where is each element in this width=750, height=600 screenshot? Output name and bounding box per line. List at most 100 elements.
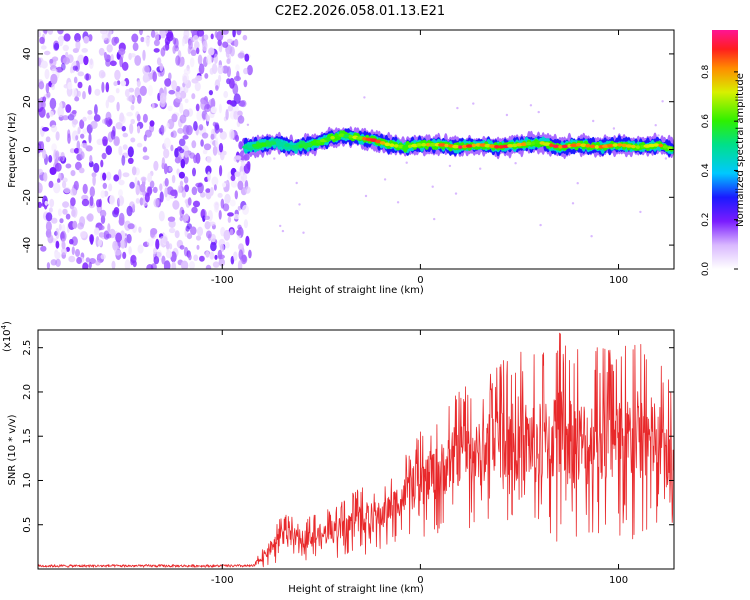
noise-cell bbox=[171, 80, 178, 91]
noise-cell bbox=[63, 33, 71, 42]
noise-cell bbox=[62, 201, 70, 208]
noise-cell bbox=[94, 88, 101, 96]
noise-cell bbox=[118, 195, 124, 206]
noise-cell bbox=[59, 101, 63, 113]
noise-cell bbox=[226, 99, 233, 105]
signal-peak bbox=[279, 142, 286, 146]
noise-cell bbox=[55, 227, 60, 240]
noise-cell bbox=[127, 157, 134, 164]
noise-cell bbox=[206, 156, 212, 163]
noise-cell bbox=[218, 74, 222, 83]
noise-cell bbox=[44, 68, 50, 80]
signal-peak bbox=[612, 143, 618, 147]
noise-cell bbox=[212, 261, 220, 268]
noise-cell bbox=[71, 209, 76, 217]
noise-cell bbox=[88, 85, 92, 95]
noise-cell bbox=[190, 226, 197, 235]
noise-cell bbox=[49, 198, 55, 208]
noise-cell bbox=[183, 176, 189, 184]
noise-cell bbox=[76, 256, 82, 265]
noise-cell bbox=[130, 137, 136, 143]
signal-peak bbox=[580, 143, 587, 147]
noise-cell bbox=[187, 197, 192, 206]
noise-cell bbox=[134, 176, 138, 188]
noise-cell bbox=[40, 60, 48, 69]
signal-peak bbox=[489, 144, 495, 148]
x-tick-label: 0 bbox=[417, 575, 423, 586]
noise-cell bbox=[454, 192, 458, 195]
noise-cell bbox=[281, 229, 285, 233]
noise-cell bbox=[57, 30, 64, 35]
noise-cell bbox=[243, 67, 249, 75]
noise-cell bbox=[153, 247, 158, 255]
noise-cell bbox=[196, 47, 200, 55]
snr-series-line bbox=[38, 332, 674, 568]
noise-cell bbox=[115, 122, 123, 130]
noise-cell bbox=[72, 65, 79, 71]
noise-cell bbox=[191, 206, 198, 214]
noise-cell bbox=[226, 58, 231, 65]
noise-cell bbox=[192, 35, 199, 43]
noise-cell bbox=[612, 127, 616, 130]
noise-cell bbox=[208, 90, 213, 96]
noise-cell bbox=[174, 156, 181, 164]
noise-cell bbox=[205, 251, 210, 258]
noise-cell bbox=[128, 87, 135, 93]
noise-cell bbox=[193, 254, 199, 262]
noise-cell bbox=[156, 57, 162, 66]
noise-cell bbox=[196, 30, 205, 37]
noise-cell bbox=[55, 258, 61, 267]
noise-cell bbox=[47, 234, 54, 244]
snr-panel: -100 0 100 0.5 1.0 1.5 2.0 2.5 (x104) Height o… bbox=[0, 321, 675, 595]
noise-cell bbox=[179, 90, 187, 99]
noise-cell bbox=[88, 58, 94, 69]
signal-peak bbox=[330, 135, 335, 140]
noise-cell bbox=[227, 212, 234, 217]
noise-cell bbox=[196, 110, 203, 121]
noise-cell bbox=[139, 85, 147, 96]
noise-cell bbox=[298, 203, 301, 206]
noise-cell bbox=[89, 234, 95, 244]
noise-cell bbox=[657, 134, 660, 137]
signal-peak bbox=[269, 141, 277, 145]
noise-cell bbox=[78, 147, 83, 156]
signal-peak bbox=[494, 145, 500, 149]
noise-cell bbox=[152, 71, 157, 82]
noise-cell bbox=[77, 71, 85, 77]
noise-cell bbox=[182, 109, 190, 118]
noise-cell bbox=[195, 103, 200, 112]
noise-cell bbox=[192, 167, 196, 177]
noise-cell bbox=[175, 85, 181, 92]
colorbar-tick-label: 0.8 bbox=[701, 64, 711, 79]
noise-cell bbox=[240, 161, 246, 167]
signal-peak bbox=[444, 143, 449, 148]
noise-cell bbox=[127, 223, 135, 230]
noise-cell bbox=[82, 183, 88, 194]
noise-cell bbox=[177, 127, 184, 134]
noise-cell bbox=[61, 241, 66, 250]
noise-cell bbox=[153, 160, 159, 171]
noise-cell bbox=[191, 186, 198, 196]
noise-cell bbox=[94, 104, 98, 116]
x-tick-label: 100 bbox=[609, 275, 628, 286]
noise-cell bbox=[67, 133, 71, 144]
noise-cell bbox=[48, 180, 54, 188]
noise-cell bbox=[115, 88, 120, 94]
signal-peak bbox=[452, 144, 460, 149]
noise-cell bbox=[83, 36, 90, 44]
signal-peak bbox=[534, 140, 541, 145]
noise-cell bbox=[164, 177, 169, 187]
noise-cell bbox=[149, 180, 155, 189]
noise-cell bbox=[576, 182, 579, 185]
noise-cell bbox=[227, 105, 233, 112]
noise-cell bbox=[122, 251, 127, 259]
noise-cell bbox=[186, 233, 193, 240]
noise-cell bbox=[136, 142, 143, 148]
noise-cell bbox=[242, 204, 249, 215]
noise-cell bbox=[152, 186, 158, 194]
noise-cell bbox=[73, 48, 79, 53]
signal-peak bbox=[531, 141, 536, 145]
noise-cell bbox=[117, 80, 121, 85]
noise-cell bbox=[62, 180, 67, 189]
noise-cell bbox=[189, 261, 195, 269]
